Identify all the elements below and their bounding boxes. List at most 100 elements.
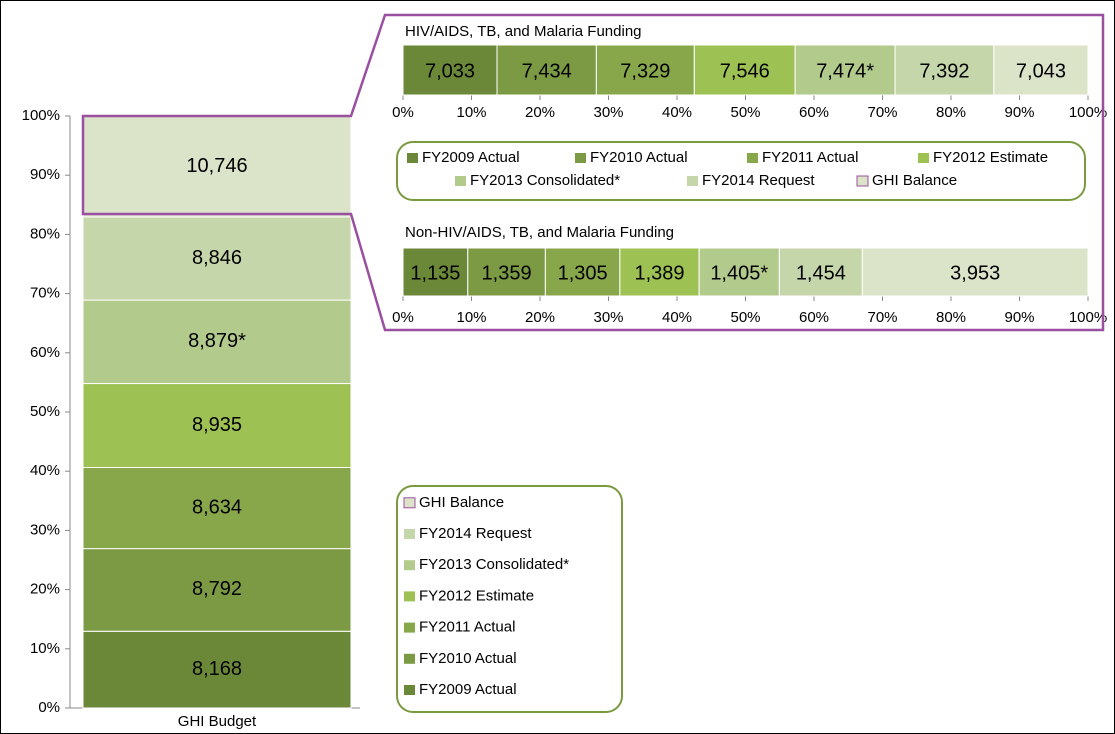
x-tick-label: 20% — [525, 309, 555, 326]
x-tick-label: 60% — [799, 309, 829, 326]
y-tick-label: 60% — [30, 344, 60, 361]
x-tick-label: 80% — [936, 104, 966, 121]
x-tick-label: 100% — [1069, 309, 1107, 326]
x-tick-label: GHI Budget — [178, 713, 257, 730]
y-tick-label: 40% — [30, 462, 60, 479]
x-tick-label: 70% — [867, 104, 897, 121]
y-tick-label: 90% — [30, 166, 60, 183]
bar-segment — [993, 44, 1089, 96]
value-label: 7,043 — [1016, 60, 1066, 82]
legend-swatch — [404, 591, 415, 602]
legend-label: FY2010 Actual — [590, 149, 688, 166]
bar-segment — [496, 44, 597, 96]
x-tick-label: 40% — [662, 104, 692, 121]
x-tick-label: 90% — [1004, 104, 1034, 121]
x-tick-label: 0% — [392, 309, 414, 326]
legend-swatch — [407, 153, 418, 163]
bar-segment — [82, 630, 352, 709]
legend-label: FY2011 Actual — [762, 149, 858, 166]
value-label: 1,389 — [634, 262, 684, 284]
y-tick-label: 50% — [30, 403, 60, 420]
value-label: 1,454 — [796, 262, 846, 284]
value-label: 7,033 — [425, 60, 475, 82]
legend-swatch — [575, 153, 586, 163]
x-tick-label: 100% — [1069, 104, 1107, 121]
value-label: 1,405* — [710, 262, 768, 284]
x-tick-label: 60% — [799, 104, 829, 121]
bar-segment — [794, 44, 896, 96]
legend-label: FY2013 Consolidated* — [470, 172, 620, 189]
y-tick-label: 10% — [30, 640, 60, 657]
legend-swatch — [687, 176, 698, 186]
legend-label: FY2014 Request — [419, 525, 532, 542]
y-tick-label: 70% — [30, 285, 60, 302]
legend-swatch — [856, 175, 869, 187]
bar-segment — [693, 44, 796, 96]
bar-segment — [82, 115, 352, 218]
bar-segment — [402, 44, 498, 96]
x-tick-label: 90% — [1004, 309, 1034, 326]
legend-swatch — [918, 153, 929, 163]
value-label: 1,359 — [482, 262, 532, 284]
bar-segment — [82, 216, 352, 301]
x-tick-label: 30% — [593, 309, 623, 326]
value-label: 7,434 — [522, 60, 572, 82]
value-label: 8,634 — [192, 496, 242, 518]
x-tick-label: 10% — [456, 309, 486, 326]
legend-swatch — [404, 653, 415, 664]
x-tick-label: 80% — [936, 309, 966, 326]
x-tick-label: 30% — [593, 104, 623, 121]
legend-label: FY2012 Estimate — [933, 149, 1048, 166]
value-label: 8,168 — [192, 658, 242, 680]
bar-segment — [698, 247, 780, 297]
value-label: 8,935 — [192, 414, 242, 436]
value-label: 8,846 — [192, 247, 242, 269]
zoom-outline — [81, 13, 1105, 332]
bar-segment — [82, 299, 352, 385]
legend-swatch — [404, 529, 415, 539]
bar-segment — [82, 383, 352, 468]
legend-label: FY2009 Actual — [422, 149, 520, 166]
value-label: 8,879* — [188, 330, 246, 352]
value-label: 3,953 — [950, 262, 1000, 284]
legend-swatch — [747, 153, 758, 163]
x-tick-label: 20% — [525, 104, 555, 121]
x-tick-label: 50% — [730, 309, 760, 326]
bar-segment — [544, 247, 621, 297]
bar-segment — [619, 247, 700, 297]
y-tick-label: 30% — [30, 521, 60, 538]
legend-swatch — [404, 622, 415, 633]
bar-segment — [82, 548, 352, 632]
value-label: 7,546 — [720, 60, 770, 82]
plots: 0% 10% 20% 30% 40% 50% 60% 70% 80% 90% 100% 8,168 8,… — [22, 44, 1107, 730]
chart-title: Non-HIV/AIDS, TB, and Malaria Funding — [405, 224, 674, 241]
legend-label: FY2013 Consolidated* — [419, 556, 569, 573]
chart-title: HIV/AIDS, TB, and Malaria Funding — [405, 23, 642, 40]
legend-swatch — [404, 560, 415, 571]
y-tick-label: 20% — [30, 581, 60, 598]
legend-swatch — [455, 176, 466, 186]
bar-segment — [595, 44, 695, 96]
legend-box — [396, 141, 1086, 201]
value-label: 7,329 — [620, 60, 670, 82]
legend-box — [396, 485, 623, 713]
legend-label: GHI Balance — [872, 172, 957, 189]
value-label: 8,792 — [192, 578, 242, 600]
x-tick-label: 10% — [456, 104, 486, 121]
bar-segment — [894, 44, 995, 96]
bar-segment — [778, 247, 863, 297]
y-tick-label: 100% — [22, 107, 60, 124]
legend-label: GHI Balance — [419, 494, 504, 511]
legend-label: FY2012 Estimate — [419, 587, 534, 604]
x-tick-label: 50% — [730, 104, 760, 121]
x-tick-label: 0% — [392, 104, 414, 121]
y-tick-label: 80% — [30, 225, 60, 242]
value-label: 1,305 — [558, 262, 608, 284]
legend-label: FY2011 Actual — [419, 619, 515, 636]
value-label: 7,392 — [919, 60, 969, 82]
value-label: 1,135 — [410, 262, 460, 284]
bar-segment — [467, 247, 546, 297]
legend-swatch — [403, 497, 416, 509]
legend-swatch — [404, 685, 415, 695]
